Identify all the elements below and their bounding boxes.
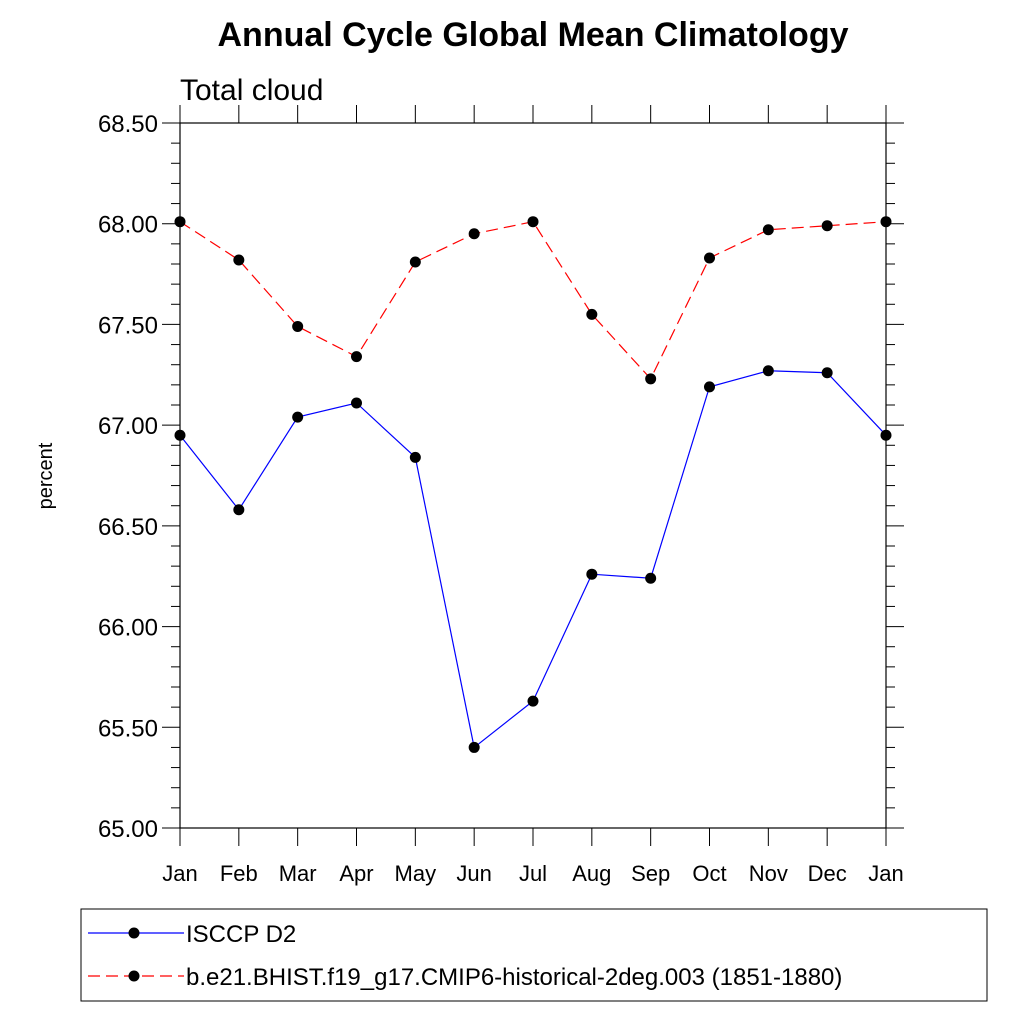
y-tick-label: 68.00: [98, 212, 158, 239]
series-2-point: [704, 252, 715, 264]
x-tick-label: Jan: [162, 861, 197, 886]
y-axis-label: percent: [35, 442, 57, 509]
x-tick-label: Jul: [519, 861, 547, 886]
series-2-point: [233, 254, 245, 266]
legend-marker-2: [128, 970, 140, 982]
x-tick-label: Feb: [220, 861, 258, 886]
legend-box: [80, 908, 988, 1002]
x-tick-label: Apr: [339, 861, 373, 886]
series-1-point: [351, 397, 362, 409]
series-1-point: [880, 429, 892, 441]
y-tick-label: 67.50: [98, 312, 158, 339]
series-2-point: [292, 320, 304, 332]
y-tick-label: 68.50: [98, 111, 158, 138]
y-tick-label: 65.50: [98, 715, 158, 742]
plot-area: 65.00 65.50 66.00 66.50 67.00 67.50 68.00 68.50…: [98, 105, 904, 886]
series-2-point: [527, 216, 539, 228]
x-tick-label: Jun: [456, 861, 491, 886]
series-1-point: [468, 741, 480, 753]
y-tick-label: 67.00: [98, 413, 158, 440]
series-line-1: [179, 370, 887, 749]
series-1-point: [292, 411, 304, 423]
series-2-point: [645, 373, 657, 385]
series-2-point: [586, 308, 598, 320]
series-2-point: [762, 224, 774, 236]
series-1-point: [409, 451, 421, 463]
series-1-point: [645, 572, 657, 584]
series-1-point: [233, 504, 245, 516]
x-tick-label: May: [395, 861, 437, 886]
series-2-point: [880, 216, 892, 228]
series-1-point: [586, 568, 598, 580]
chart-subtitle: Total cloud: [180, 74, 323, 107]
x-tick-label: Mar: [279, 861, 317, 886]
y-tick-label: 66.50: [98, 514, 158, 541]
series-1-point: [174, 429, 186, 441]
series-1-point: [704, 381, 715, 393]
legend-label-2: b.e21.BHIST.f19_g17.CMIP6-historical-2de…: [186, 964, 842, 991]
x-tick-label: Oct: [692, 861, 726, 886]
series-2-point: [468, 228, 480, 240]
series-1-point: [527, 695, 539, 707]
series-1-point: [762, 365, 774, 377]
x-tick-label: Aug: [572, 861, 611, 886]
x-tick-label: Sep: [631, 861, 670, 886]
series-1-point: [821, 367, 833, 379]
y-tick-label: 65.00: [98, 816, 158, 843]
legend-marker-1: [128, 927, 140, 939]
series-line-2: [179, 221, 887, 380]
legend-label-1: ISCCP D2: [186, 921, 296, 948]
series-2-point: [821, 220, 833, 232]
y-tick-label: 66.00: [98, 615, 158, 642]
series-2-point: [351, 351, 362, 363]
series-2-point: [409, 256, 421, 268]
chart-title: Annual Cycle Global Mean Climatology: [218, 16, 849, 54]
x-tick-label: Nov: [749, 861, 788, 886]
x-tick-label: Jan: [868, 861, 903, 886]
x-tick-label: Dec: [808, 861, 847, 886]
series-2-point: [174, 216, 186, 228]
legend: ISCCP D2 b.e21.BHIST.f19_g17.CMIP6-histor…: [80, 908, 988, 1002]
